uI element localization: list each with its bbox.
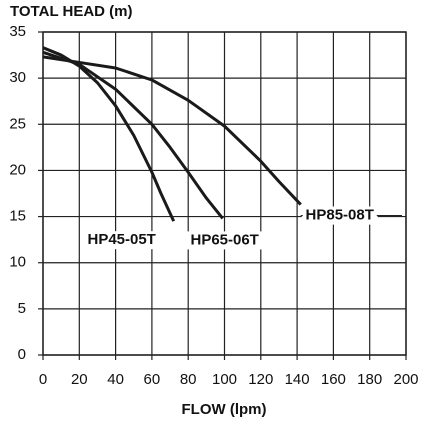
label-bg — [302, 206, 377, 225]
y-tick-label: 5 — [18, 300, 26, 317]
x-tick-label: 100 — [212, 371, 237, 388]
y-tick-label: 10 — [9, 254, 26, 271]
chart-title: TOTAL HEAD (m) — [10, 3, 133, 20]
x-tick-label: 140 — [285, 371, 310, 388]
x-tick-label: 80 — [180, 371, 197, 388]
x-tick-label: 40 — [107, 371, 124, 388]
plot-frame — [42, 31, 407, 356]
y-tick-label: 20 — [9, 161, 26, 178]
legend-label: HP85-08T — [306, 207, 374, 224]
y-tick-label: 30 — [9, 69, 26, 86]
x-tick-label: 180 — [357, 371, 382, 388]
legend-label: HP65-06T — [190, 231, 258, 248]
legend-label: HP45-05T — [87, 231, 155, 248]
series-line — [42, 55, 302, 206]
x-tick-label: 120 — [248, 371, 273, 388]
label-bg — [83, 231, 160, 250]
x-tick-label: 160 — [321, 371, 346, 388]
x-tick-label: 60 — [144, 371, 161, 388]
series-line — [42, 46, 176, 222]
series-line — [42, 50, 224, 220]
x-axis-label: FLOW (lpm) — [182, 401, 267, 418]
x-tick-label: 0 — [39, 371, 47, 388]
label-bg — [186, 231, 263, 250]
y-tick-label: 25 — [9, 115, 26, 132]
x-tick-label: 200 — [393, 371, 418, 388]
y-tick-label: 35 — [9, 23, 26, 40]
x-tick-label: 20 — [71, 371, 88, 388]
y-tick-label: 0 — [18, 346, 26, 363]
y-tick-label: 15 — [9, 208, 26, 225]
